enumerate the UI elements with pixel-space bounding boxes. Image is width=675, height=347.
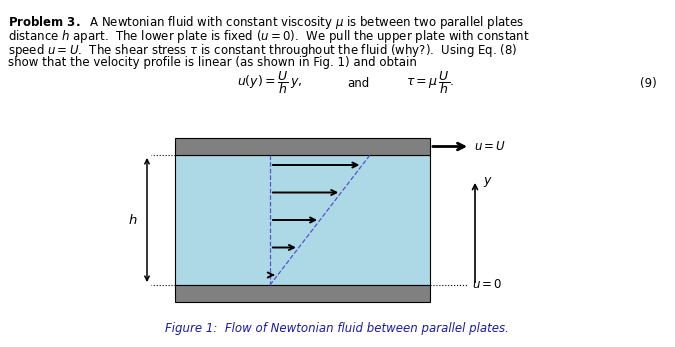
Text: and: and <box>347 76 369 90</box>
Bar <box>175 138 430 155</box>
Text: $h$: $h$ <box>128 213 138 227</box>
Text: $\mathbf{Problem\ 3.}$  A Newtonian fluid with constant viscosity $\mu$ is betwe: $\mathbf{Problem\ 3.}$ A Newtonian fluid… <box>8 14 524 31</box>
Text: speed $u = U$.  The shear stress $\tau$ is constant throughout the fluid (why?).: speed $u = U$. The shear stress $\tau$ i… <box>8 42 518 59</box>
Text: Figure 1:  Flow of Newtonian fluid between parallel plates.: Figure 1: Flow of Newtonian fluid betwee… <box>165 322 509 335</box>
Text: $u = U$: $u = U$ <box>474 140 506 153</box>
Text: $y$: $y$ <box>483 175 493 189</box>
Text: distance $h$ apart.  The lower plate is fixed ($u = 0$).  We pull the upper plat: distance $h$ apart. The lower plate is f… <box>8 28 530 45</box>
Bar <box>175 155 430 285</box>
Text: $\tau = \mu\,\dfrac{U}{h}.$: $\tau = \mu\,\dfrac{U}{h}.$ <box>406 69 454 96</box>
Bar <box>175 285 430 302</box>
Text: $u = 0$: $u = 0$ <box>472 279 502 291</box>
Text: $u(y) = \dfrac{U}{h}\, y,$: $u(y) = \dfrac{U}{h}\, y,$ <box>238 69 302 96</box>
Text: (9): (9) <box>640 76 656 90</box>
Text: show that the velocity profile is linear (as shown in Fig. 1) and obtain: show that the velocity profile is linear… <box>8 56 417 69</box>
